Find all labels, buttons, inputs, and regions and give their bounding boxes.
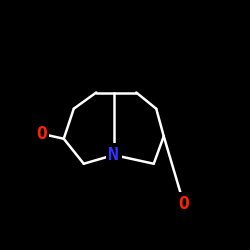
Text: O: O bbox=[36, 125, 47, 143]
Text: O: O bbox=[178, 195, 189, 213]
Text: N: N bbox=[108, 146, 119, 164]
